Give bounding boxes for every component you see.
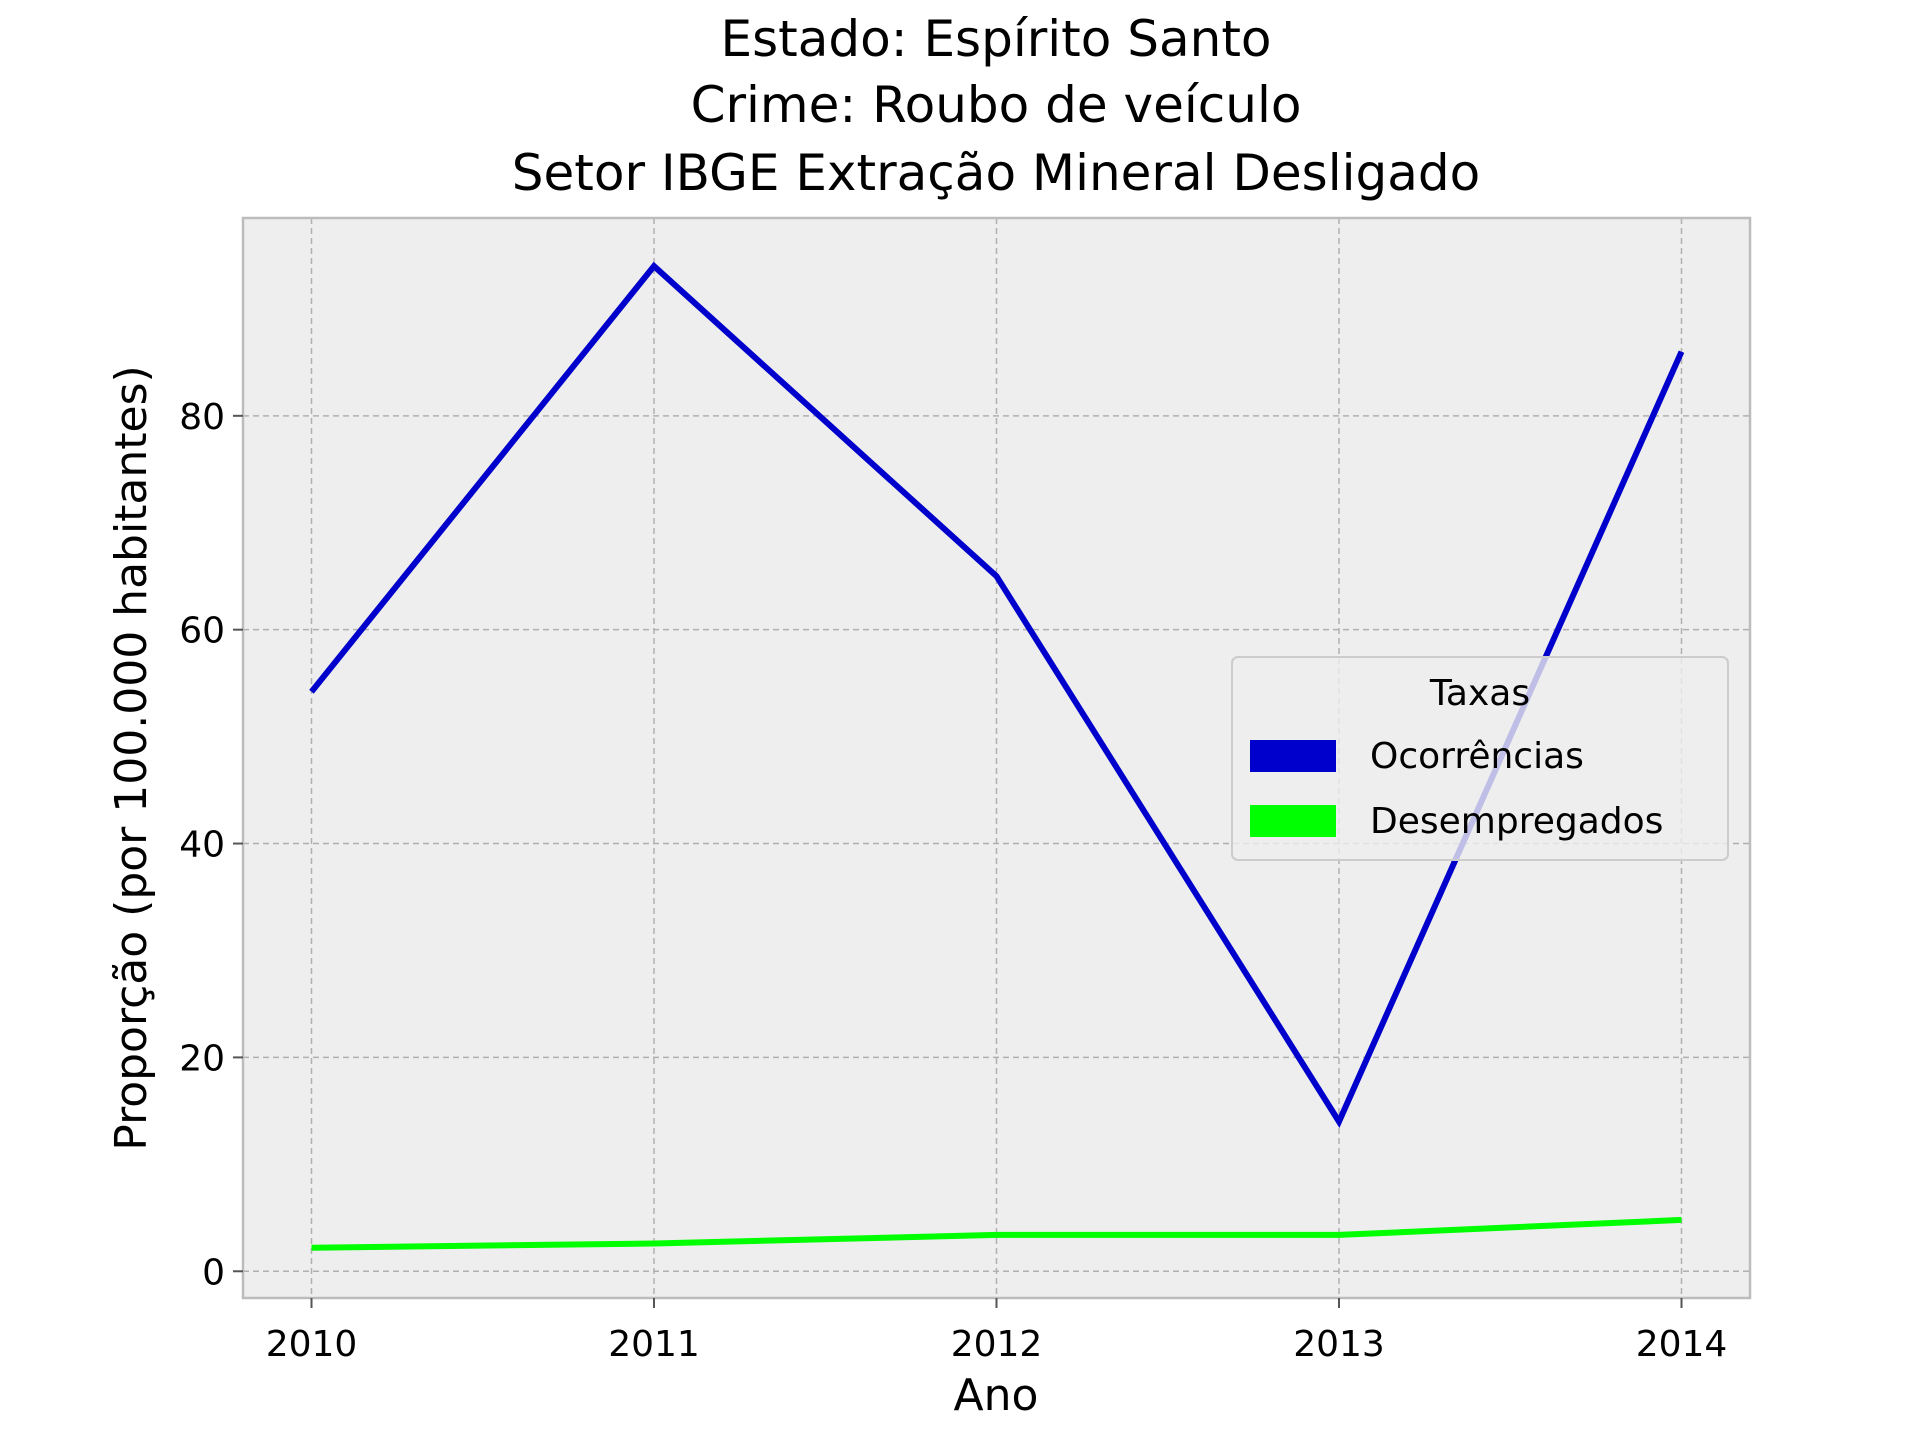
- legend-swatch-ocorrencias: [1250, 740, 1336, 772]
- legend-label-ocorrencias: Ocorrências: [1370, 736, 1584, 777]
- x-axis-label: Ano: [954, 1370, 1039, 1421]
- x-tick-label: 2013: [1293, 1324, 1385, 1365]
- y-tick-label: 40: [179, 825, 225, 866]
- series-line-desempregados: [311, 1216, 1682, 1251]
- x-tick-label: 2010: [266, 1324, 358, 1365]
- legend-label-desempregados: Desempregados: [1370, 801, 1663, 842]
- x-tick-label: 2011: [608, 1324, 700, 1365]
- y-tick-label: 0: [202, 1252, 225, 1293]
- series-line-ocorrencias: [309, 261, 1685, 1128]
- y-axis-ticks: 0 20 40 60 80: [179, 397, 243, 1293]
- y-tick-label: 60: [179, 611, 225, 652]
- legend-title: Taxas: [1429, 673, 1530, 714]
- legend: Taxas Ocorrências Desempregados: [1231, 656, 1729, 861]
- x-axis-ticks: 2010 2011 2012 2013 2014: [266, 1298, 1728, 1365]
- series-lines: [309, 261, 1685, 1251]
- grid: [243, 218, 1750, 1298]
- x-tick-label: 2012: [951, 1324, 1043, 1365]
- chart-title: Estado: Espírito Santo Crime: Roubo de v…: [512, 10, 1480, 202]
- title-line-3: Setor IBGE Extração Mineral Desligado: [512, 144, 1480, 202]
- title-line-1: Estado: Espírito Santo: [720, 10, 1271, 68]
- y-axis-label: Proporção (por 100.000 habitantes): [106, 365, 157, 1150]
- y-tick-label: 80: [179, 397, 225, 438]
- x-tick-label: 2014: [1636, 1324, 1728, 1365]
- legend-box: [1231, 656, 1729, 861]
- title-line-2: Crime: Roubo de veículo: [691, 76, 1302, 134]
- y-tick-label: 20: [179, 1038, 225, 1079]
- legend-swatch-desempregados: [1250, 805, 1336, 837]
